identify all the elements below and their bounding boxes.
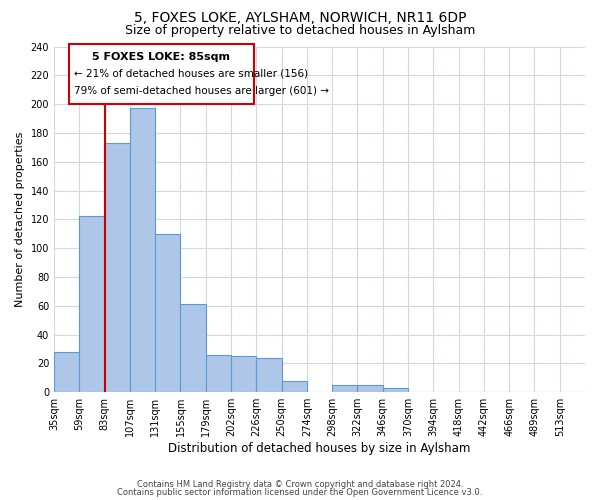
Bar <box>281 380 307 392</box>
Text: 79% of semi-detached houses are larger (601) →: 79% of semi-detached houses are larger (… <box>74 86 329 96</box>
FancyBboxPatch shape <box>69 44 254 104</box>
Text: ← 21% of detached houses are smaller (156): ← 21% of detached houses are smaller (15… <box>74 69 308 79</box>
Bar <box>383 388 408 392</box>
Text: 5, FOXES LOKE, AYLSHAM, NORWICH, NR11 6DP: 5, FOXES LOKE, AYLSHAM, NORWICH, NR11 6D… <box>134 11 466 25</box>
Text: 5 FOXES LOKE: 85sqm: 5 FOXES LOKE: 85sqm <box>92 52 230 62</box>
Bar <box>130 108 155 392</box>
Bar <box>358 385 383 392</box>
Text: Contains public sector information licensed under the Open Government Licence v3: Contains public sector information licen… <box>118 488 482 497</box>
Bar <box>332 385 358 392</box>
X-axis label: Distribution of detached houses by size in Aylsham: Distribution of detached houses by size … <box>169 442 471 455</box>
Text: Contains HM Land Registry data © Crown copyright and database right 2024.: Contains HM Land Registry data © Crown c… <box>137 480 463 489</box>
Bar <box>79 216 104 392</box>
Y-axis label: Number of detached properties: Number of detached properties <box>15 132 25 307</box>
Text: Size of property relative to detached houses in Aylsham: Size of property relative to detached ho… <box>125 24 475 37</box>
Bar <box>256 358 281 392</box>
Bar <box>206 355 231 392</box>
Bar <box>181 304 206 392</box>
Bar <box>104 143 130 392</box>
Bar <box>155 234 181 392</box>
Bar <box>54 352 79 392</box>
Bar <box>231 356 256 392</box>
